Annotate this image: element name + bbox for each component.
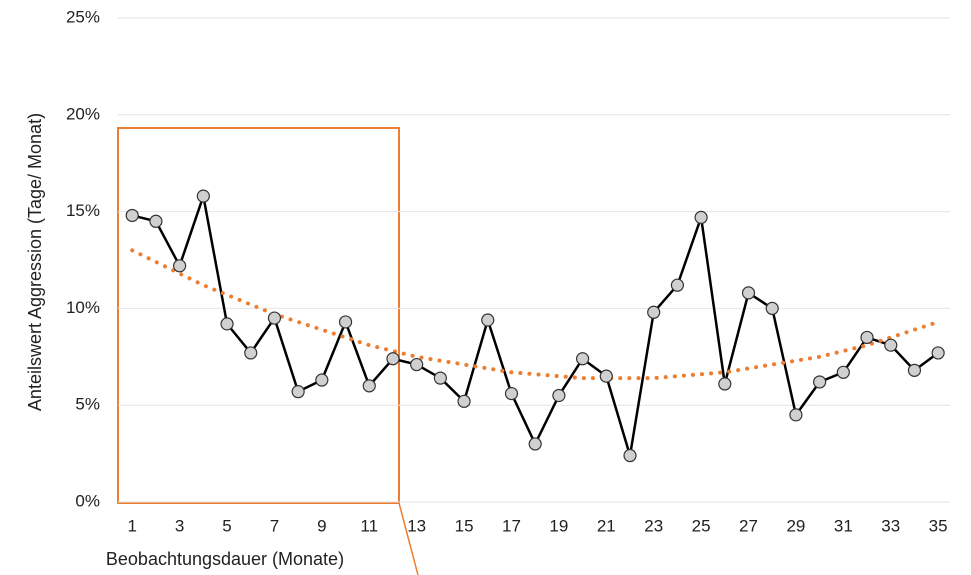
data-point — [670, 278, 685, 292]
data-point — [647, 305, 661, 319]
x-tick-label: 5 — [222, 516, 231, 535]
data-point — [694, 210, 708, 225]
x-tick-label: 17 — [502, 516, 521, 535]
x-tick-label: 11 — [360, 516, 378, 535]
data-point — [552, 388, 566, 403]
x-tick-label: 3 — [175, 516, 184, 535]
y-tick-label: 25% — [66, 7, 100, 26]
data-point — [410, 357, 424, 372]
x-tick-label: 35 — [929, 516, 948, 535]
data-point — [433, 371, 447, 385]
data-point — [315, 373, 329, 387]
y-tick-label: 0% — [75, 491, 100, 510]
data-point — [220, 317, 234, 331]
x-tick-label: 13 — [407, 516, 426, 535]
data-point — [149, 214, 163, 228]
data-point — [481, 313, 495, 327]
data-point — [196, 189, 210, 203]
y-tick-label: 20% — [66, 104, 100, 123]
x-tick-label: 29 — [786, 516, 805, 535]
callout-line — [398, 502, 419, 575]
highlight-box — [117, 127, 400, 504]
x-tick-label: 7 — [270, 516, 279, 535]
y-tick-label: 10% — [66, 298, 100, 317]
x-tick-label: 23 — [644, 516, 663, 535]
x-axis-title: Beobachtungsdauer (Monate) — [106, 549, 344, 569]
data-point — [765, 301, 779, 315]
data-point — [125, 208, 139, 223]
data-line — [131, 191, 939, 456]
x-tick-label: 25 — [692, 516, 711, 535]
data-point — [457, 394, 471, 408]
x-tick-label: 9 — [317, 516, 326, 535]
x-tick-label: 21 — [597, 516, 616, 535]
data-point — [741, 286, 756, 300]
x-tick-label: 31 — [834, 516, 853, 535]
data-point — [931, 346, 945, 360]
data-point — [907, 363, 922, 377]
data-point — [338, 315, 353, 329]
y-axis-title: Anteilswert Aggression (Tage/ Monat) — [25, 113, 45, 411]
trend-line — [130, 248, 941, 381]
data-point — [291, 385, 305, 399]
y-tick-label: 15% — [66, 201, 100, 220]
data-point — [173, 259, 187, 273]
x-tick-label: 33 — [881, 516, 900, 535]
data-point — [884, 338, 898, 352]
x-tick-label: 19 — [549, 516, 568, 535]
data-point — [860, 330, 874, 345]
x-tick-label: 1 — [127, 516, 136, 535]
data-point — [267, 311, 282, 325]
x-tick-label: 27 — [739, 516, 758, 535]
data-point — [813, 375, 827, 389]
data-point — [386, 352, 400, 366]
y-tick-label: 5% — [75, 395, 100, 414]
data-point — [718, 377, 732, 391]
data-point — [528, 437, 542, 451]
data-point — [789, 408, 803, 422]
data-point — [362, 379, 376, 393]
data-point — [575, 352, 590, 366]
x-tick-label: 15 — [455, 516, 474, 535]
data-point — [623, 448, 637, 463]
data-point — [599, 369, 613, 383]
data-point — [244, 346, 258, 360]
data-point — [504, 386, 519, 401]
data-point — [836, 365, 850, 379]
